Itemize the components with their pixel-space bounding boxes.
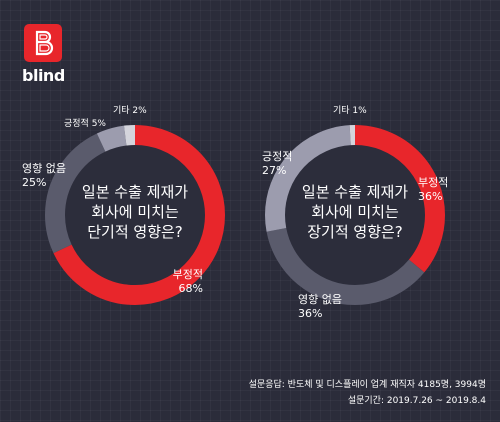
blind-logo-mark	[24, 24, 62, 62]
donut-chart-1: 부정적 68% 영향 없음 25% 긍정적 5% 기타 2% 일본 수출 제재가 회사에 미치…	[22, 105, 225, 305]
donut-slice	[45, 125, 225, 305]
donut-slice	[265, 125, 445, 305]
donut-slice	[265, 125, 445, 305]
blind-logo: blind	[22, 24, 68, 85]
footer-period: 설문기간: 2019.7.26 ~ 2019.8.4	[347, 396, 486, 406]
donut-chart-2: 부정적 36% 영향 없음 36% 긍정적 27% 기타 1% 일본 수출 제재가 회사에 미치…	[262, 105, 448, 320]
donut-slice	[45, 125, 225, 305]
slice-label: 긍정적 27%	[262, 150, 292, 177]
slice-label: 기타 1%	[333, 105, 367, 116]
donut-center	[65, 145, 205, 285]
slice-label: 긍정적 5%	[64, 117, 106, 129]
brand-name: blind	[22, 66, 65, 85]
donut-slice	[265, 125, 445, 305]
donut-center	[285, 145, 425, 285]
slice-label: 영향 없음 25%	[22, 162, 66, 189]
donut-title: 일본 수출 제재가 회사에 미치는 장기적 영향은?	[302, 183, 408, 241]
slice-label: 부정적 68%	[173, 268, 203, 295]
slice-label: 기타 2%	[113, 105, 147, 116]
footer-respondents: 설문응답: 반도체 및 디스플레이 업계 재직자 4185명, 3994명	[248, 380, 486, 390]
slice-label: 영향 없음 36%	[298, 293, 342, 320]
slice-label: 부정적 36%	[418, 176, 448, 203]
donut-title: 일본 수출 제재가 회사에 미치는 단기적 영향은?	[82, 183, 188, 241]
